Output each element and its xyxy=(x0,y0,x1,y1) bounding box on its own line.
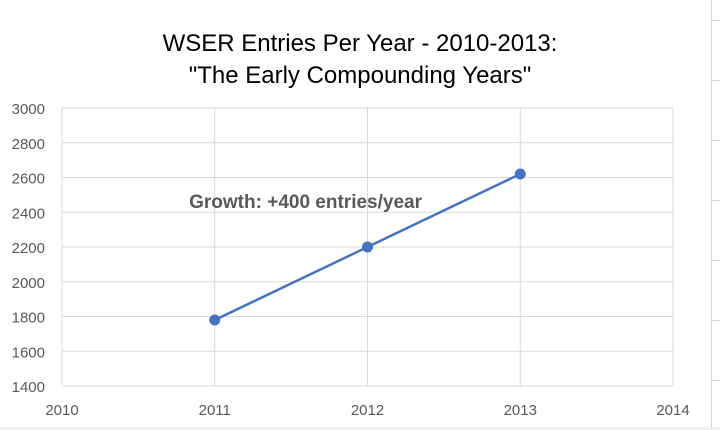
chart-title: WSER Entries Per Year - 2010-2013: xyxy=(162,30,558,57)
y-tick-label: 2400 xyxy=(12,205,45,222)
x-tick-label: 2011 xyxy=(199,402,231,419)
y-tick-label: 2000 xyxy=(12,275,45,292)
window-edge xyxy=(711,0,720,430)
data-point xyxy=(362,241,373,253)
window-bottom-edge xyxy=(0,427,720,430)
x-tick-label: 2013 xyxy=(504,402,537,419)
y-tick-label: 2600 xyxy=(12,171,45,188)
y-tick-label: 2200 xyxy=(12,240,45,257)
y-tick-label: 2800 xyxy=(12,136,45,153)
x-tick-label: 2010 xyxy=(45,402,78,419)
chart-subtitle: "The Early Compounding Years" xyxy=(188,62,532,89)
y-tick-label: 1800 xyxy=(12,310,45,327)
x-tick-label: 2012 xyxy=(351,402,384,419)
y-tick-label: 1400 xyxy=(12,379,45,396)
data-point xyxy=(209,314,221,326)
y-tick-label: 3000 xyxy=(12,101,45,118)
annotation-label: Growth: +400 entries/year xyxy=(189,192,422,213)
x-tick-label: 2014 xyxy=(656,402,689,419)
data-point xyxy=(514,168,526,180)
y-tick-label: 1600 xyxy=(12,344,45,361)
